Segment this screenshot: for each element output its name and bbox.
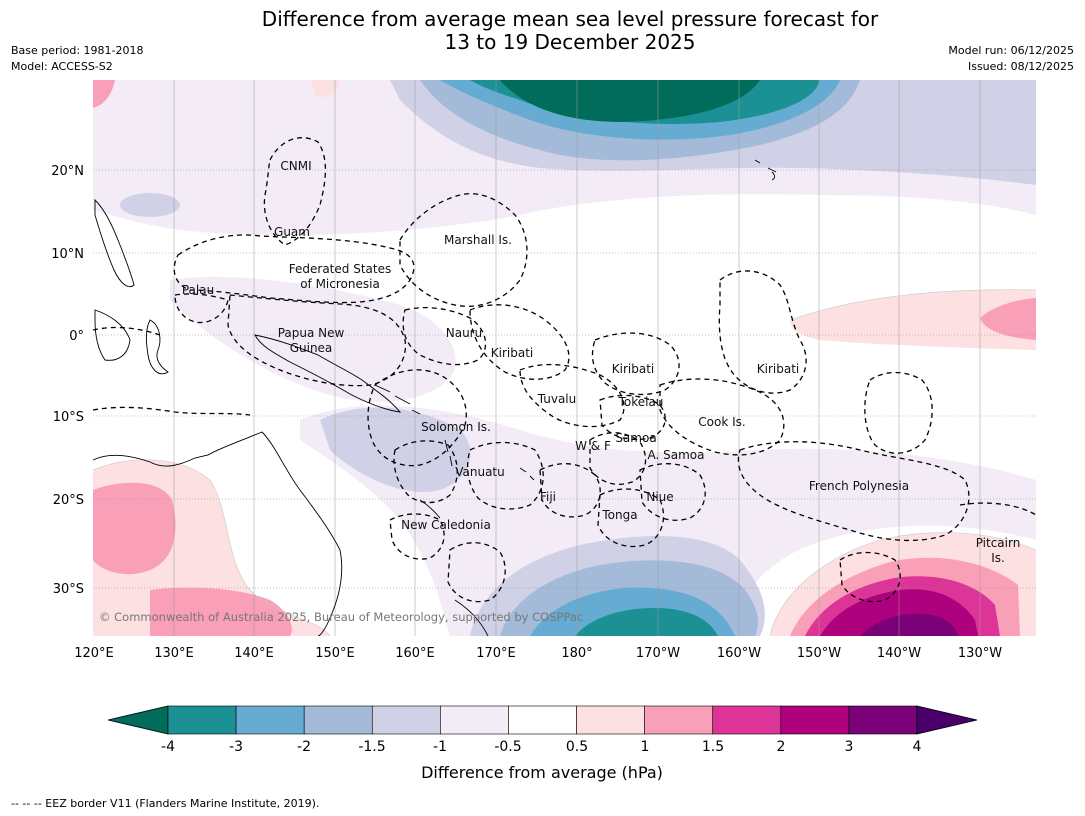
colorbar-label: -3 bbox=[229, 739, 243, 755]
label-fiji: Fiji bbox=[540, 490, 556, 504]
colorbar-label: -4 bbox=[161, 739, 175, 755]
eez-borders bbox=[93, 137, 1036, 603]
colorbar-label: 0.5 bbox=[566, 739, 588, 755]
colorbar-label: 3 bbox=[845, 739, 854, 755]
y-tick: 20°N bbox=[51, 164, 84, 179]
label-solomon: Solomon Is. bbox=[421, 420, 491, 434]
x-tick: 140°E bbox=[234, 646, 274, 661]
x-tick: 170°W bbox=[636, 646, 680, 661]
colorbar-cell bbox=[371, 705, 441, 735]
model-name: Model: ACCESS-S2 bbox=[11, 60, 113, 73]
borneo-coastline bbox=[94, 309, 131, 361]
colorbar-cell bbox=[167, 705, 237, 735]
label-tuvalu: Tuvalu bbox=[537, 392, 577, 406]
colorbar-low-extend bbox=[107, 705, 169, 735]
y-tick: 10°N bbox=[51, 247, 84, 262]
colorbar-cell bbox=[576, 705, 645, 735]
issued-date: Issued: 08/12/2025 bbox=[967, 60, 1074, 73]
colorbar-label: 1.5 bbox=[702, 739, 724, 755]
x-tick: 130°W bbox=[958, 646, 1002, 661]
label-cnmi: CNMI bbox=[280, 159, 311, 173]
colorbar-cell bbox=[848, 705, 918, 735]
colorbar-cell bbox=[508, 705, 577, 735]
label-marshall: Marshall Is. bbox=[444, 233, 512, 247]
x-tick: 160°E bbox=[395, 646, 435, 661]
copyright-notice: © Commonwealth of Australia 2025, Bureau… bbox=[99, 610, 583, 624]
x-axis-labels: 120°E 130°E 140°E 150°E 160°E 170°E 180°… bbox=[74, 646, 1002, 661]
sulawesi-coastline bbox=[145, 319, 169, 375]
label-samoa: Samoa bbox=[615, 431, 656, 445]
title-line-1: Difference from average mean sea level p… bbox=[261, 7, 879, 31]
x-tick: 150°W bbox=[797, 646, 841, 661]
colorbar-label: 1 bbox=[641, 739, 650, 755]
colorbar-cell bbox=[712, 705, 782, 735]
base-period: Base period: 1981-2018 bbox=[11, 44, 144, 57]
label-niue: Niue bbox=[646, 490, 673, 504]
x-tick: 120°E bbox=[74, 646, 114, 661]
x-tick: 130°E bbox=[154, 646, 194, 661]
region-labels: CNMI Guam Marshall Is. Federated States … bbox=[182, 159, 1020, 565]
label-pitcairn-1: Pitcairn bbox=[976, 536, 1021, 550]
label-fsm-2: of Micronesia bbox=[300, 277, 380, 291]
colorbar-cell bbox=[780, 705, 850, 735]
new-guinea-coastline bbox=[254, 334, 402, 413]
x-tick: 160°W bbox=[717, 646, 761, 661]
philippines-coastline bbox=[94, 198, 135, 288]
y-tick: 10°S bbox=[53, 410, 84, 425]
colorbar-high-extend bbox=[916, 705, 978, 735]
colorbar-cell bbox=[644, 705, 714, 735]
label-palau: Palau bbox=[182, 283, 214, 297]
x-tick: 140°W bbox=[877, 646, 921, 661]
label-kiribati-west: Kiribati bbox=[491, 346, 533, 360]
new-zealand-coastline bbox=[454, 599, 489, 636]
colorbar-label: 2 bbox=[777, 739, 786, 755]
colorbar-label: 4 bbox=[913, 739, 922, 755]
label-french-polynesia: French Polynesia bbox=[809, 479, 909, 493]
colorbar-cell bbox=[235, 705, 305, 735]
label-cook: Cook Is. bbox=[698, 415, 745, 429]
colorbar-cell bbox=[440, 705, 509, 735]
label-wallis-futuna: W & F bbox=[575, 439, 611, 453]
y-tick: 20°S bbox=[53, 493, 84, 508]
forecast-map: CNMI Guam Marshall Is. Federated States … bbox=[51, 80, 1036, 782]
label-new-caledonia: New Caledonia bbox=[401, 518, 491, 532]
colorbar-title: Difference from average (hPa) bbox=[421, 763, 663, 782]
label-american-samoa: A. Samoa bbox=[648, 448, 705, 462]
y-axis-labels: 20°N 10°N 0° 10°S 20°S 30°S bbox=[51, 164, 84, 597]
x-tick: 180° bbox=[561, 646, 592, 661]
colorbar-label: -1 bbox=[433, 739, 447, 755]
colorbar: -4 -3 -2 -1.5 -1 -0.5 0.5 1 1.5 2 3 4 Di… bbox=[107, 705, 978, 782]
label-kiribati-central: Kiribati bbox=[612, 362, 654, 376]
label-png-2: Guinea bbox=[290, 341, 333, 355]
eez-legend: -- -- -- EEZ border V11 (Flanders Marine… bbox=[11, 797, 320, 810]
label-nauru: Nauru bbox=[446, 326, 482, 340]
model-run: Model run: 06/12/2025 bbox=[948, 44, 1074, 57]
y-tick: 30°S bbox=[53, 582, 84, 597]
label-png-1: Papua New bbox=[278, 326, 345, 340]
x-tick: 170°E bbox=[476, 646, 516, 661]
colorbar-label: -1.5 bbox=[358, 739, 385, 755]
australia-coastline bbox=[93, 431, 343, 636]
x-tick: 150°E bbox=[315, 646, 355, 661]
colorbar-cell bbox=[303, 705, 373, 735]
pressure-anomaly-field: CNMI Guam Marshall Is. Federated States … bbox=[93, 80, 1036, 636]
label-tonga: Tonga bbox=[601, 508, 637, 522]
colorbar-label: -0.5 bbox=[494, 739, 521, 755]
label-kiribati-east: Kiribati bbox=[757, 362, 799, 376]
y-tick: 0° bbox=[69, 329, 84, 344]
label-pitcairn-2: Is. bbox=[991, 551, 1005, 565]
colorbar-label: -2 bbox=[297, 739, 311, 755]
title-line-2: 13 to 19 December 2025 bbox=[444, 30, 696, 54]
label-vanuatu: Vanuatu bbox=[455, 465, 505, 479]
label-tokelau: Tokelau bbox=[618, 395, 664, 409]
label-guam: Guam bbox=[274, 225, 310, 239]
label-fsm-1: Federated States bbox=[289, 262, 391, 276]
